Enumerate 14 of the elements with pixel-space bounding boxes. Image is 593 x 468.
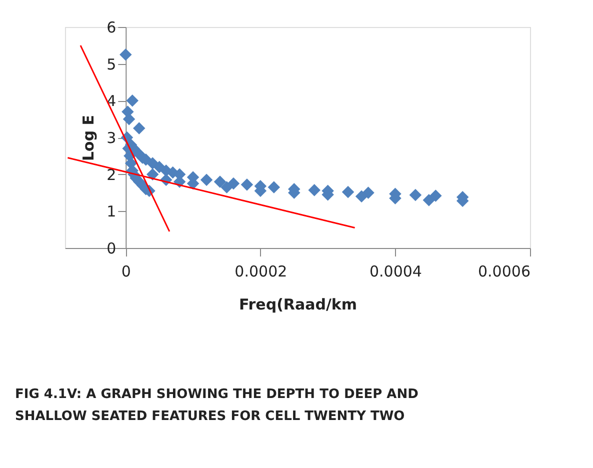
x-tick-label: 0.0002 xyxy=(234,262,288,280)
x-tick-label: 0.0006 xyxy=(478,262,530,280)
y-tick-label: 5 xyxy=(106,55,116,74)
y-tick-label: 1 xyxy=(106,202,116,221)
y-tick-label: 3 xyxy=(106,129,116,147)
caption: FIG 4.1V: A GRAPH SHOWING THE DEPTH TO DEEP AND SHALLOW SEATED FEATURES FOR CELL TWENTY TWO xyxy=(15,387,419,424)
y-axis-title: Log E xyxy=(80,114,98,162)
x-tick-label: 0.0004 xyxy=(369,262,422,280)
x-axis-title: Freq(Raad/km xyxy=(238,296,358,314)
y-tick-label: 0 xyxy=(106,240,116,258)
x-tick-label: 0 xyxy=(121,262,131,280)
y-tick-label: 6 xyxy=(106,18,116,36)
y-tick-label: 4 xyxy=(106,92,116,110)
y-tick-label: 2 xyxy=(106,166,116,184)
